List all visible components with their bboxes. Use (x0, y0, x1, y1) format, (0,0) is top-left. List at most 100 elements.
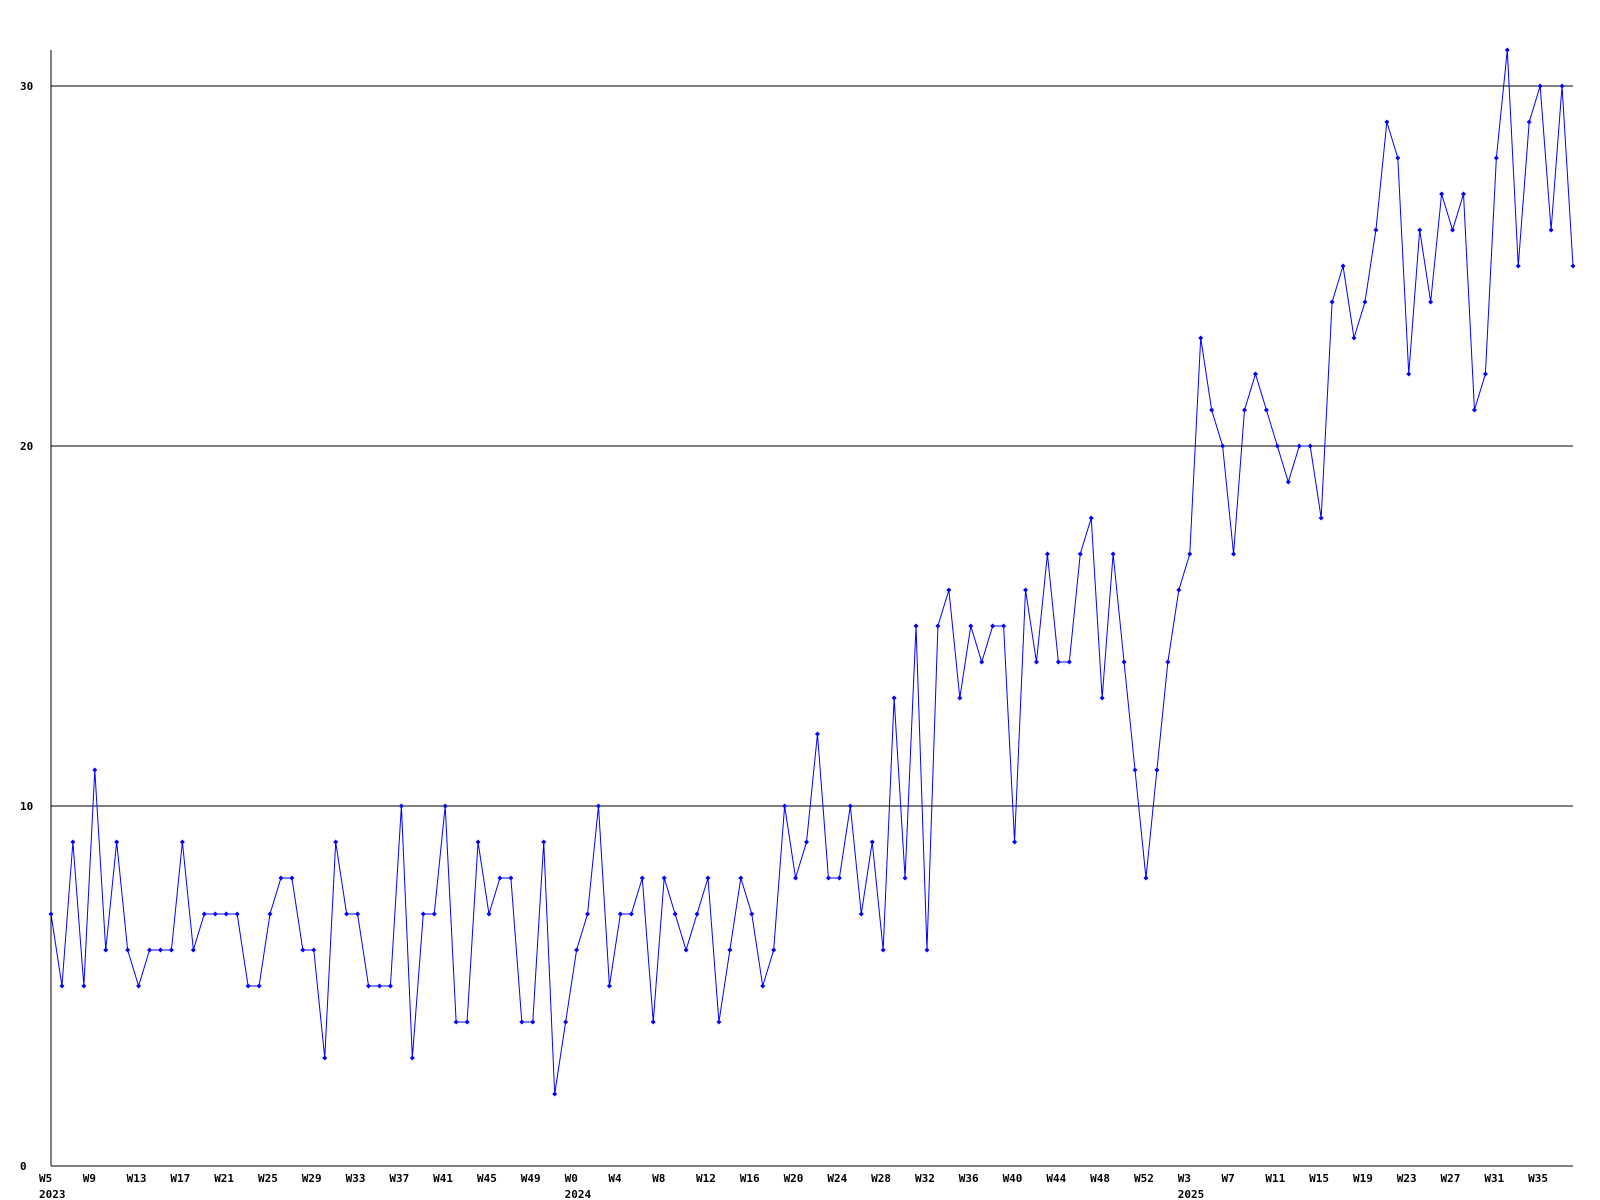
data-point (716, 1019, 722, 1025)
data-point (694, 911, 700, 917)
data-point (1187, 551, 1193, 557)
x-tick-label: W25 (258, 1172, 278, 1185)
x-tick-label: W3 (1178, 1172, 1191, 1185)
data-point (387, 983, 393, 989)
y-tick-label: 20 (20, 440, 33, 453)
data-point (508, 875, 514, 881)
year-label: 2023 (39, 1188, 66, 1200)
data-point (1220, 443, 1226, 449)
x-tick-label: W28 (871, 1172, 891, 1185)
data-point (409, 1055, 415, 1061)
data-point (946, 587, 952, 593)
data-point (1548, 227, 1554, 233)
data-point (1493, 155, 1499, 161)
data-point (1263, 407, 1269, 413)
data-point (639, 875, 645, 881)
data-point (300, 947, 306, 953)
data-point (1570, 263, 1576, 269)
data-point (760, 983, 766, 989)
data-point (1121, 659, 1127, 665)
data-point (147, 947, 153, 953)
data-point (738, 875, 744, 881)
data-point (201, 911, 207, 917)
data-point (333, 839, 339, 845)
data-point (1023, 587, 1029, 593)
x-tick-label: W19 (1353, 1172, 1373, 1185)
x-tick-label: W24 (827, 1172, 847, 1185)
data-point (190, 947, 196, 953)
data-point (563, 1019, 569, 1025)
data-point (924, 947, 930, 953)
data-point (1132, 767, 1138, 773)
data-point (1515, 263, 1521, 269)
data-point (420, 911, 426, 917)
x-tick-label: W29 (302, 1172, 322, 1185)
data-point (782, 803, 788, 809)
data-point (595, 803, 601, 809)
data-point (628, 911, 634, 917)
data-point (1471, 407, 1477, 413)
data-point (574, 947, 580, 953)
data-point (311, 947, 317, 953)
x-tick-label: W12 (696, 1172, 716, 1185)
data-point (1033, 659, 1039, 665)
data-point (1252, 371, 1258, 377)
data-point (1296, 443, 1302, 449)
data-point (519, 1019, 525, 1025)
data-point (1417, 227, 1423, 233)
x-tick-label: W40 (1003, 1172, 1023, 1185)
data-point (1001, 623, 1007, 629)
data-point (486, 911, 492, 917)
data-point (1099, 695, 1105, 701)
data-point (59, 983, 65, 989)
data-point (935, 623, 941, 629)
x-tick-label: W36 (959, 1172, 979, 1185)
data-point (1165, 659, 1171, 665)
data-point (585, 911, 591, 917)
data-point (48, 911, 54, 917)
data-point (1526, 119, 1532, 125)
data-point (1209, 407, 1215, 413)
data-point (891, 695, 897, 701)
x-tick-label: W41 (433, 1172, 453, 1185)
data-point (1077, 551, 1083, 557)
data-point (92, 767, 98, 773)
data-point (1340, 263, 1346, 269)
data-point (1318, 515, 1324, 521)
x-tick-label: W4 (608, 1172, 622, 1185)
data-point (902, 875, 908, 881)
data-point (256, 983, 262, 989)
data-point (289, 875, 295, 881)
data-point (464, 1019, 470, 1025)
data-point (1143, 875, 1149, 881)
x-tick-label: W13 (127, 1172, 147, 1185)
data-point (836, 875, 842, 881)
data-point (705, 875, 711, 881)
data-point (1482, 371, 1488, 377)
data-point (114, 839, 120, 845)
data-point (541, 839, 547, 845)
data-point (530, 1019, 536, 1025)
data-point (322, 1055, 328, 1061)
data-point (979, 659, 985, 665)
data-point (847, 803, 853, 809)
data-point (267, 911, 273, 917)
y-tick-label: 30 (20, 80, 33, 93)
x-tick-label: W27 (1441, 1172, 1461, 1185)
data-point (793, 875, 799, 881)
x-tick-label: W16 (740, 1172, 760, 1185)
data-point (431, 911, 437, 917)
x-tick-label: W31 (1484, 1172, 1504, 1185)
data-point (1373, 227, 1379, 233)
data-point (278, 875, 284, 881)
x-tick-label: W7 (1222, 1172, 1235, 1185)
x-tick-label: W5 (39, 1172, 52, 1185)
data-point (70, 839, 76, 845)
data-point (727, 947, 733, 953)
data-point (1044, 551, 1050, 557)
data-point (913, 623, 919, 629)
data-point (880, 947, 886, 953)
data-point (103, 947, 109, 953)
data-line (50, 49, 1574, 1095)
